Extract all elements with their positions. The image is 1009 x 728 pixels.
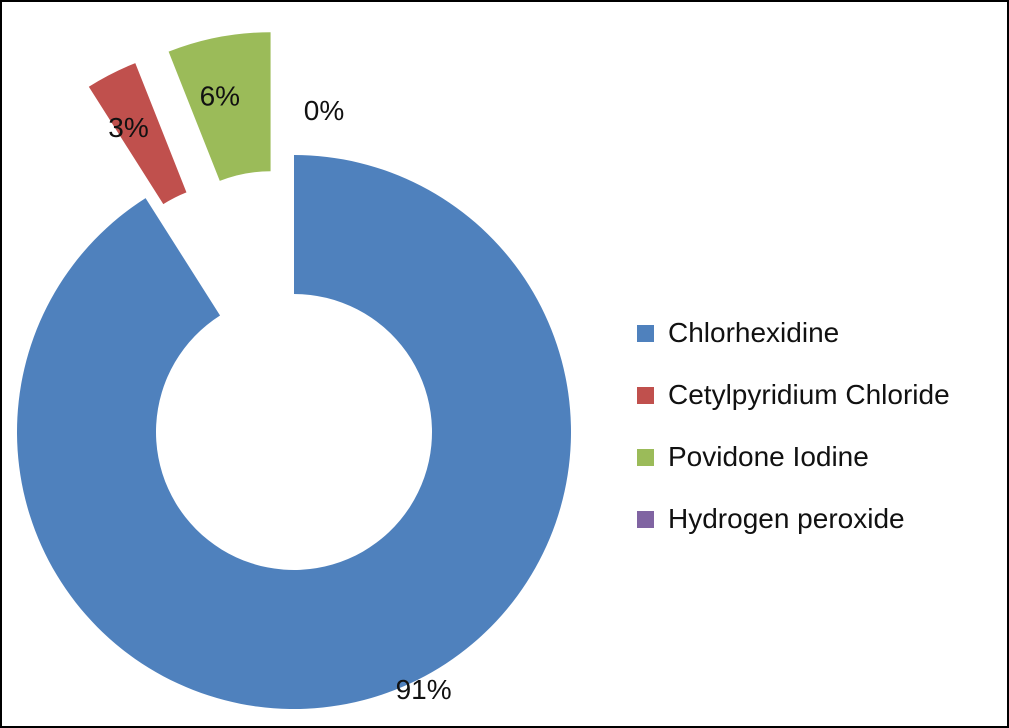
data-label-hydrogen-peroxide: 0% (304, 95, 344, 126)
legend-item-povidone-iodine: Povidone Iodine (637, 426, 1002, 488)
legend-swatch-hydrogen-peroxide (637, 510, 654, 528)
legend-label-povidone-iodine: Povidone Iodine (668, 441, 869, 472)
data-label-cetylpyridium-chloride: 3% (108, 112, 148, 143)
data-label-chlorhexidine: 91% (396, 674, 452, 705)
slice-povidone-iodine (168, 32, 271, 181)
legend-swatch-povidone-iodine (637, 448, 654, 466)
legend-label-chlorhexidine: Chlorhexidine (668, 317, 840, 348)
legend-swatch-cetylpyridium-chloride (637, 386, 654, 404)
legend-swatch-chlorhexidine (637, 324, 654, 342)
slice-chlorhexidine (16, 155, 572, 709)
data-label-povidone-iodine: 6% (200, 81, 240, 112)
legend-item-hydrogen-peroxide: Hydrogen peroxide (637, 488, 1002, 550)
legend-item-cetylpyridium-chloride: Cetylpyridium Chloride (637, 364, 1002, 426)
legend-item-chlorhexidine: Chlorhexidine (637, 302, 1002, 364)
legend-label-hydrogen-peroxide: Hydrogen peroxide (668, 503, 905, 534)
legend: Chlorhexidine Cetylpyridium Chloride Pov… (637, 302, 1002, 550)
legend-label-cetylpyridium-chloride: Cetylpyridium Chloride (668, 379, 950, 410)
slice-cetylpyridium-chloride (88, 63, 187, 205)
